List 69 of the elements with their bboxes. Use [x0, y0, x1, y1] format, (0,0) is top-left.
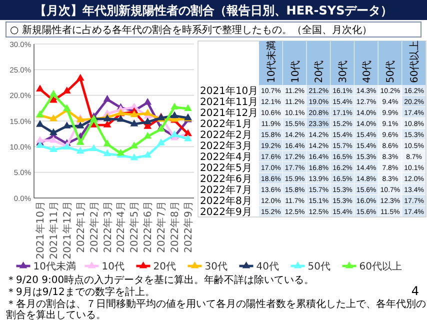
point — [103, 94, 112, 102]
y-tick-label: 2021年12月 — [200, 107, 258, 119]
legend-label: 40代 — [256, 262, 279, 272]
point — [62, 86, 71, 94]
y-tick-label: 2022年5月 — [200, 162, 252, 174]
point — [130, 153, 138, 160]
point — [170, 111, 178, 118]
point — [36, 120, 44, 127]
point — [103, 120, 112, 128]
legend-label: 60代以上 — [359, 260, 402, 272]
point — [184, 104, 192, 111]
point — [50, 128, 58, 136]
text: ＊9/20 9:00時点の入力データを基に算出。年齢不詳は除いている。 — [6, 274, 314, 286]
point — [50, 145, 58, 152]
point — [36, 141, 44, 148]
legend-label: 10代未満 — [33, 260, 76, 272]
x-tick-label: 2022年2月 — [88, 201, 100, 253]
y-tick-label: 2021年10月 — [200, 85, 258, 97]
legend-label: 30代 — [204, 262, 228, 272]
y-tick-label: 2022年7月 — [200, 184, 252, 196]
y-tick-label: 2022年3月 — [200, 140, 252, 152]
x-tick-label: 10代 — [290, 60, 302, 83]
point — [50, 114, 58, 122]
y-tick-label: 2022年6月 — [200, 173, 252, 185]
x-tick-label: 10代未満 — [265, 40, 278, 83]
x-tick-label: 2022年6月 — [142, 201, 154, 253]
y-tick-label: 2022年2月 — [200, 129, 252, 141]
legend-label: 10代 — [102, 262, 124, 272]
point — [144, 117, 152, 124]
x-tick-label: 2022年4月 — [115, 201, 128, 253]
x-tick-label: 2022年3月 — [102, 201, 114, 253]
y-tick-label: 2022年4月 — [200, 151, 252, 163]
point — [130, 120, 138, 126]
legend-label: 50代 — [308, 262, 330, 272]
x-tick-label: 2022年7月 — [156, 201, 168, 253]
point — [50, 90, 58, 97]
point — [144, 132, 152, 139]
x-tick-label: 50代 — [386, 60, 397, 83]
point — [144, 150, 152, 158]
legend-label: 20代 — [153, 262, 176, 272]
text: ＊各月の割合は、７日間移動平均の値を用いて各月の陽性者数を累積化した上で、各年代別の割合を算出している。 — [6, 298, 426, 320]
point — [36, 136, 44, 143]
point — [103, 149, 112, 156]
x-tick-label: 2022年1月 — [74, 201, 87, 253]
point — [157, 138, 166, 146]
point — [76, 74, 84, 81]
text: 4 — [411, 284, 419, 298]
x-tick-label: 20代 — [314, 60, 326, 83]
point — [144, 98, 152, 105]
point — [130, 110, 138, 118]
y-tick-label: 2022年1月 — [200, 118, 252, 130]
chart-subtitle: ○ 新規陽性者に占める各年代の割合を時系列で整理したもの。（全国、月次化） — [10, 24, 372, 36]
point — [103, 140, 112, 146]
x-tick-label: 2021年12月 — [61, 201, 74, 260]
point — [76, 146, 84, 154]
x-tick-label: 40代 — [362, 60, 373, 83]
point — [76, 122, 84, 128]
text: ＊9月は9/12までの数字を計上。 — [6, 286, 155, 298]
x-tick-label: 2022年5月 — [128, 201, 141, 253]
point — [130, 142, 138, 148]
point — [184, 134, 192, 142]
point — [36, 84, 44, 92]
point — [170, 102, 178, 110]
chart-title: 【月次】年代別新規陽性者の割合（報告日別、HER-SYSデータ） — [34, 4, 393, 18]
point — [76, 138, 84, 145]
x-tick-label: 30代 — [338, 60, 349, 83]
x-tick-label: 60代以上 — [408, 40, 421, 83]
point — [116, 114, 125, 122]
y-tick-label: 2021年11月 — [200, 96, 258, 108]
